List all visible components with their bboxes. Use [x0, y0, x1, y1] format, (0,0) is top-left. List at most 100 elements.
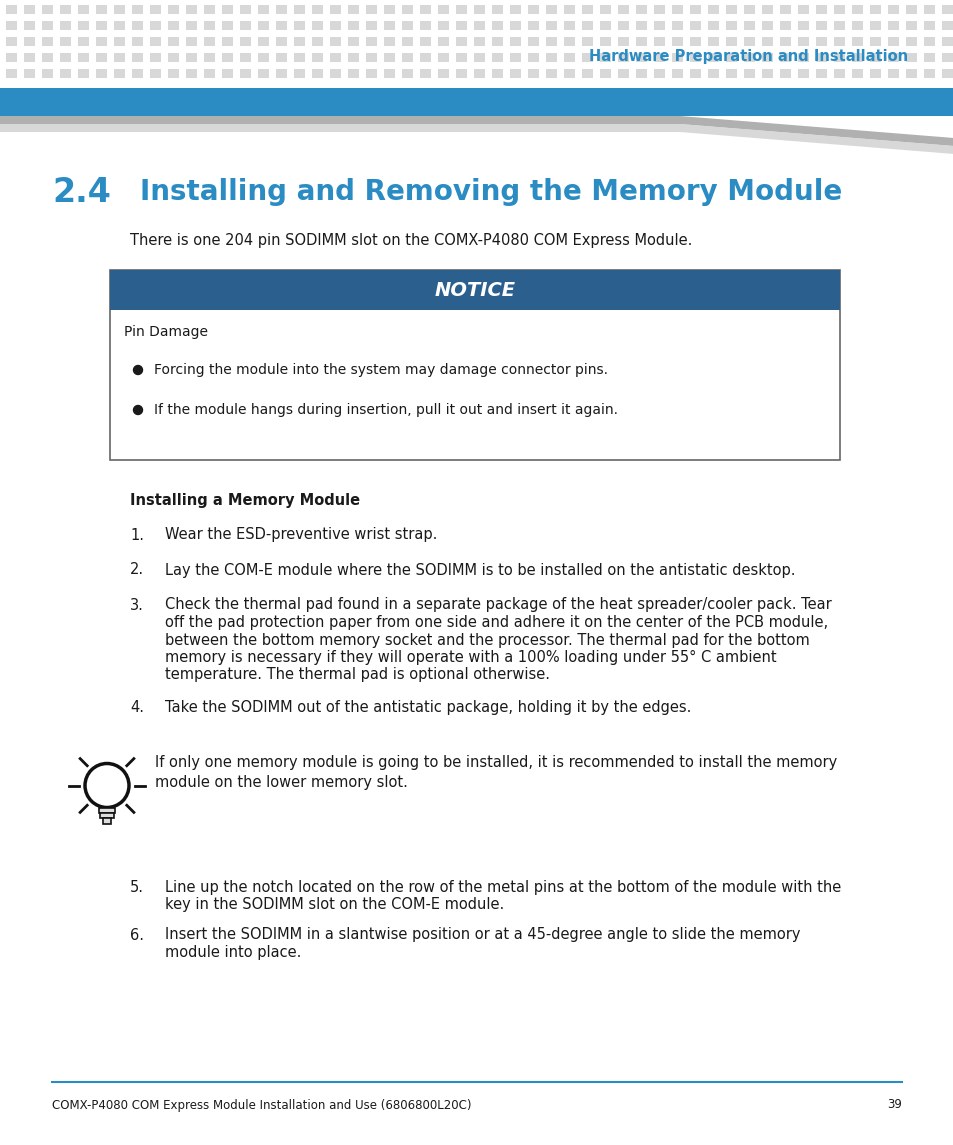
Bar — [6, 21, 17, 30]
Bar — [330, 21, 340, 30]
Bar — [6, 53, 17, 62]
Bar — [492, 21, 502, 30]
Bar — [618, 37, 628, 46]
Bar — [24, 37, 35, 46]
Text: key in the SODIMM slot on the COM-E module.: key in the SODIMM slot on the COM-E modu… — [165, 898, 504, 913]
Bar — [618, 53, 628, 62]
Bar — [437, 21, 449, 30]
Bar — [815, 37, 826, 46]
Bar — [78, 37, 89, 46]
Bar — [833, 69, 844, 78]
Bar — [132, 37, 143, 46]
Bar — [42, 37, 53, 46]
Bar — [671, 69, 682, 78]
Circle shape — [133, 405, 142, 414]
Bar — [100, 813, 113, 818]
Bar — [743, 69, 754, 78]
Bar — [527, 37, 538, 46]
Bar — [563, 53, 575, 62]
Bar — [725, 21, 737, 30]
Bar — [599, 37, 610, 46]
Bar — [419, 37, 431, 46]
Bar — [725, 5, 737, 14]
Bar — [275, 37, 287, 46]
Bar — [275, 53, 287, 62]
Bar — [384, 53, 395, 62]
Bar — [222, 21, 233, 30]
Bar — [527, 21, 538, 30]
Bar — [671, 37, 682, 46]
Bar — [743, 21, 754, 30]
Text: between the bottom memory socket and the processor. The thermal pad for the bott: between the bottom memory socket and the… — [165, 632, 809, 648]
Bar — [60, 37, 71, 46]
Bar — [599, 53, 610, 62]
Bar — [851, 53, 862, 62]
Bar — [186, 69, 196, 78]
Bar — [456, 21, 467, 30]
Bar — [707, 37, 719, 46]
Bar — [636, 53, 646, 62]
Bar — [384, 69, 395, 78]
Bar — [869, 21, 880, 30]
Bar — [905, 37, 916, 46]
Bar — [419, 53, 431, 62]
Bar — [437, 53, 449, 62]
Bar — [941, 69, 952, 78]
Bar — [437, 5, 449, 14]
Bar — [923, 53, 934, 62]
Bar — [761, 69, 772, 78]
Bar — [168, 53, 179, 62]
Bar — [150, 5, 161, 14]
Bar — [294, 21, 305, 30]
Bar — [707, 53, 719, 62]
Bar — [636, 21, 646, 30]
Bar — [330, 5, 340, 14]
Bar — [905, 21, 916, 30]
Bar — [761, 21, 772, 30]
Bar — [797, 69, 808, 78]
Bar — [474, 53, 484, 62]
Text: Check the thermal pad found in a separate package of the heat spreader/cooler pa: Check the thermal pad found in a separat… — [165, 598, 831, 613]
Text: off the pad protection paper from one side and adhere it on the center of the PC: off the pad protection paper from one si… — [165, 615, 827, 630]
Bar — [275, 69, 287, 78]
Text: Pin Damage: Pin Damage — [124, 325, 208, 339]
Text: module into place.: module into place. — [165, 945, 301, 960]
Bar — [312, 37, 323, 46]
Bar — [563, 69, 575, 78]
Bar — [401, 69, 413, 78]
Bar — [150, 21, 161, 30]
Bar — [689, 21, 700, 30]
Bar — [510, 37, 520, 46]
Text: There is one 204 pin SODIMM slot on the COMX-P4080 COM Express Module.: There is one 204 pin SODIMM slot on the … — [130, 232, 692, 247]
Bar — [474, 21, 484, 30]
Bar — [671, 5, 682, 14]
Bar — [366, 37, 376, 46]
Bar — [401, 5, 413, 14]
Bar — [257, 53, 269, 62]
Bar — [905, 5, 916, 14]
Bar — [563, 37, 575, 46]
Bar — [456, 69, 467, 78]
Bar — [96, 53, 107, 62]
Bar — [96, 21, 107, 30]
Polygon shape — [0, 124, 953, 153]
Bar — [132, 69, 143, 78]
Bar — [833, 5, 844, 14]
Bar — [24, 69, 35, 78]
Bar — [96, 37, 107, 46]
Bar — [348, 69, 358, 78]
Bar — [168, 21, 179, 30]
Text: NOTICE: NOTICE — [434, 281, 515, 300]
Bar — [923, 37, 934, 46]
Bar — [815, 21, 826, 30]
Bar — [510, 5, 520, 14]
Bar — [312, 21, 323, 30]
Bar — [204, 69, 214, 78]
Bar — [222, 69, 233, 78]
Text: module on the lower memory slot.: module on the lower memory slot. — [154, 775, 408, 790]
Bar — [384, 37, 395, 46]
Bar — [527, 5, 538, 14]
Text: 1.: 1. — [130, 528, 144, 543]
Bar — [851, 37, 862, 46]
Bar — [581, 37, 593, 46]
